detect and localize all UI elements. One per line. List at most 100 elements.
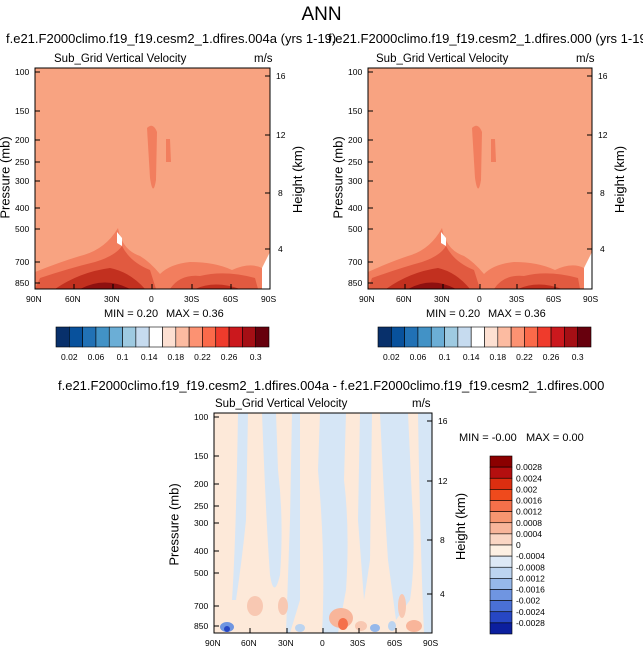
panel2-colorbar-label: 0.06 — [410, 352, 427, 362]
panel2-ytick-850: 850 — [348, 278, 363, 288]
panel3-xtick-60N: 60N — [241, 638, 257, 648]
panel3-pink-spot-7 — [355, 621, 367, 631]
panel3-colorbar-label: 0 — [516, 540, 521, 550]
panel3-colorbar-label: -0.0024 — [516, 607, 545, 617]
panel2-xtick-90S: 90S — [583, 294, 599, 304]
panel1-bottom-ticks — [34, 284, 271, 289]
panel3-xtick-30S: 30S — [350, 638, 366, 648]
panel3-colorbar-label: -0.0016 — [516, 585, 545, 595]
panel2-surface-band-5 — [408, 282, 456, 289]
panel1-surface-band-4 — [55, 268, 145, 289]
panel2-surface-band-6 — [518, 284, 562, 289]
panel2-colorbar-label: 0.3 — [572, 352, 584, 362]
panel3-ytick-250: 250 — [194, 501, 209, 511]
panel1-ytick-500: 500 — [15, 224, 30, 234]
panel3-ytick-850: 850 — [194, 621, 209, 631]
panel3-colorbar-swatch — [489, 578, 513, 590]
panel3-colorbar-label: 0.0004 — [516, 529, 542, 539]
panel3-colorbar-swatch — [489, 466, 513, 479]
panel1-xtick-90S: 90S — [261, 294, 277, 304]
panel3-colorbar-label: -0.0012 — [516, 573, 545, 583]
panel3-blue-spot-3 — [295, 624, 305, 632]
panel3-variable-name: Sub_Grid Vertical Velocity — [215, 398, 348, 410]
panel1-ytick-100: 100 — [15, 67, 30, 77]
panel3-blue-spot-5 — [388, 621, 396, 631]
panel3-colorbar-swatch — [489, 555, 513, 568]
panel3-rtick-12: 12 — [438, 476, 448, 486]
panel2-case-title: f.e21.F2000climo.f19_f19.cesm2_1.dfires.… — [328, 31, 643, 46]
panel3-blue-streak-1 — [232, 413, 248, 600]
panel3-max-label: MAX = 0.00 — [526, 432, 584, 444]
panel3-blue-spot-2 — [224, 626, 230, 632]
panel3-rtick-4: 4 — [440, 589, 445, 599]
panel2-ytick-500: 500 — [348, 224, 363, 234]
panel2-upper-filament — [472, 125, 482, 189]
panel1-mask-white-1 — [117, 232, 122, 246]
panel3-xtick-90N: 90N — [205, 638, 221, 648]
panel1-ytick-400: 400 — [15, 203, 30, 213]
panel3-xtick-60S: 60S — [387, 638, 403, 648]
panel3-colorbar-label: 0.0016 — [516, 496, 542, 506]
panel3-xtick-0: 0 — [320, 638, 325, 648]
panel3-colorbar-label: -0.0008 — [516, 562, 545, 572]
panel3-pink-spot-6 — [406, 620, 422, 632]
panel1-units: m/s — [254, 53, 273, 65]
panel1-upper-filament — [147, 125, 157, 189]
panel3-blue-streak-4 — [318, 413, 348, 633]
panel3-colorbar-swatch — [489, 589, 513, 601]
panel1-xtick-30S: 30S — [184, 294, 200, 304]
panel3-xtick-90S: 90S — [423, 638, 439, 648]
panel3-ytick-700: 700 — [194, 601, 209, 611]
panel2-rtick-12: 12 — [598, 130, 608, 140]
panel3-ytick-500: 500 — [194, 568, 209, 578]
panel1-xtick-60S: 60S — [223, 294, 239, 304]
panel2-ytick-250: 250 — [348, 157, 363, 167]
panel2-ytick-200: 200 — [348, 135, 363, 145]
panel1-colorbar-label: 0.3 — [250, 352, 262, 362]
panel1-upper-filament-small — [166, 139, 171, 162]
panel3-ytick-300: 300 — [194, 518, 209, 528]
panel3-colorbar-label: -0.002 — [516, 596, 540, 606]
panel2-upper-filament-small — [491, 139, 496, 162]
panel1-variable-name: Sub_Grid Vertical Velocity — [54, 53, 187, 65]
panel3-colorbar-label: 0.002 — [516, 484, 538, 494]
panel3-ytick-100: 100 — [194, 412, 209, 422]
panel1-rtick-16: 16 — [276, 71, 286, 81]
panel1-surface-band-6 — [195, 284, 240, 289]
panel1-surface-band-5 — [80, 282, 130, 289]
panel3-colorbar-swatch — [489, 511, 513, 524]
panel1-xtick-30N: 30N — [104, 294, 120, 304]
panel2-xtick-90N: 90N — [359, 294, 375, 304]
panel3-colorbar-label: 0.0028 — [516, 462, 542, 472]
panel1-xtick-90N: 90N — [26, 294, 42, 304]
panel3-blue-streak-3 — [286, 413, 300, 633]
panel3-units: m/s — [412, 398, 431, 410]
panel3-blue-streak-2 — [262, 413, 282, 588]
panel2-ytick-700: 700 — [348, 257, 363, 267]
panel2-ytick-400: 400 — [348, 203, 363, 213]
panel2-min-label: MIN = 0.20 — [426, 308, 481, 320]
panel1-case-title: f.e21.F2000climo.f19_f19.cesm2_1.dfires.… — [6, 31, 337, 46]
panel3-colorbar-swatch — [489, 544, 513, 557]
panel3-ytick-400: 400 — [194, 546, 209, 556]
panel2-rtick-8: 8 — [600, 188, 605, 198]
panel1-colorbar-label: 0.26 — [221, 352, 238, 362]
panel3-colorbar-swatch — [489, 500, 513, 512]
panel1-ytick-150: 150 — [15, 106, 30, 116]
panel1-max-label: MAX = 0.36 — [166, 308, 224, 320]
panel3-colorbar-swatch — [489, 477, 513, 490]
panel3-colorbar-label: 0.0024 — [516, 473, 542, 483]
panel3-pink-spot-4 — [338, 618, 348, 630]
page-title: ANN — [301, 4, 342, 25]
panel1-ytick-250: 250 — [15, 157, 30, 167]
panel1-colorbar-label: 0.02 — [61, 352, 78, 362]
panel3-rtick-8: 8 — [440, 535, 445, 545]
panel3-colorbar-swatch — [489, 600, 513, 613]
panel2-ytick-100: 100 — [348, 67, 363, 77]
panel3-rtick-16: 16 — [438, 416, 448, 426]
panel3-colorbar-swatch — [489, 533, 513, 546]
